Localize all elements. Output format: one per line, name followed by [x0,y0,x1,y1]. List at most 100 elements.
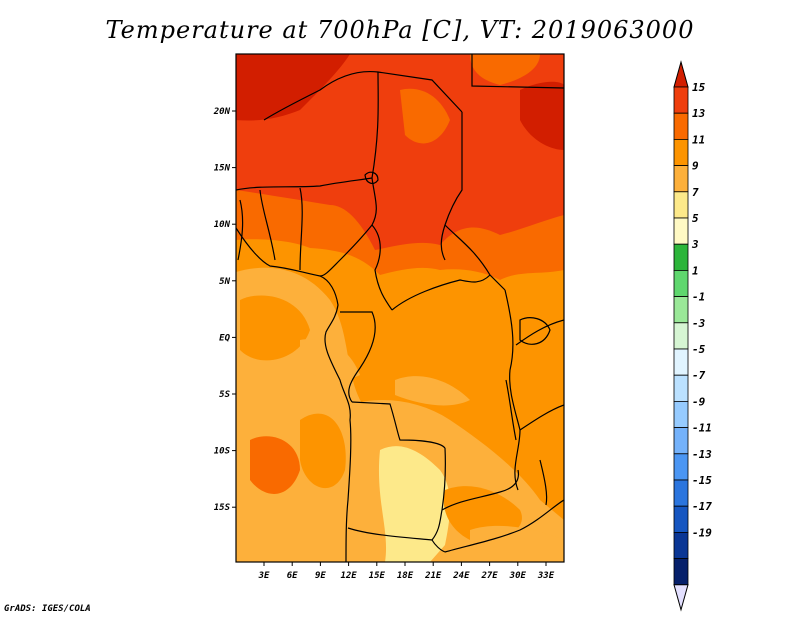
border-small-west-2 [299,187,303,271]
border-car-drc [391,274,491,311]
colorbar-box [673,479,689,507]
colorbar-label: 3 [691,238,699,251]
lake-victoria [519,317,551,345]
lon-label-33E: 33E [537,571,555,581]
colorbar-box [673,400,689,428]
colorbar-label: 5 [692,212,699,225]
colorbar-label: 13 [692,107,706,120]
temperature-field [236,54,564,562]
lat-label-EQ: EQ [219,333,230,343]
border-small-west-3 [237,199,244,261]
colorbar-box [673,296,689,324]
field-band-11-13-ocean-patch [250,436,300,494]
colorbar-label: -9 [692,395,706,408]
colorbar-label: -13 [692,448,712,461]
border-tanzania [519,404,564,431]
lon-label-6E: 6E [287,571,298,581]
colorbar-label: 1 [692,264,699,277]
longitude-axis: 3E 6E 9E 12E 15E 18E 21E 24E 27E 30E 33E [258,562,555,581]
colorbar-top-arrow [673,60,689,88]
border-sahara-west [263,70,463,121]
lon-label-24E: 24E [452,571,470,581]
border-angola-south [347,527,446,553]
border-east-africa [515,319,564,346]
lon-label-21E: 21E [424,571,442,581]
colorbar-box [673,269,689,297]
lat-label-20N: 20N [213,107,231,117]
latitude-axis: 20N 15N 10N 5N EQ 5S 10S 15S [213,107,236,513]
colorbar-box [673,505,689,533]
field-band-5-7-south [378,446,450,562]
lake-malawi [539,459,548,506]
colorbar-box [673,86,689,114]
colorbar-box [673,217,689,245]
border-sudan-south [444,224,506,291]
lat-label-5S: 5S [219,390,230,400]
lon-label-9E: 9E [315,571,326,581]
border-zambia [441,469,520,511]
field-band-9-11-ocean-lower [300,413,346,489]
lon-label-15E: 15E [369,571,386,581]
political-boundaries [236,54,564,562]
colorbar-bottom-arrow [673,584,689,612]
colorbar-label: -1 [692,291,705,304]
colorbar-box [673,427,689,455]
field-band-7-9-central [395,376,470,406]
colorbar-box [673,558,689,586]
lon-label-18E: 18E [397,571,414,581]
field-band-13-15-north [236,54,564,250]
border-niger-nigeria [236,177,373,191]
lat-label-10N: 10N [214,220,231,230]
colorbar-label: -17 [692,500,712,513]
border-drc-angola [351,401,446,449]
lon-label-3E: 3E [258,571,270,581]
border-cameroon-car [371,224,393,311]
lon-label-30E: 30E [509,571,527,581]
colorbar-box [673,348,689,376]
lake-chad [364,171,379,185]
colorbar-box [673,374,689,402]
colorbar-label: -7 [692,369,706,382]
coastline-west [236,227,352,562]
border-chad-sudan [440,112,463,261]
lat-label-15N: 15N [214,164,231,174]
colorbar-label: 15 [692,81,706,94]
border-north-east [471,54,564,89]
lon-label-12E: 12E [340,571,357,581]
colorbar-label: 9 [692,160,699,173]
map-frame [235,53,565,563]
colorbar-box [673,322,689,350]
field-band-9-11-ocean-patch [240,295,310,361]
colorbar-label: -15 [692,474,712,487]
border-drc-east [504,289,521,491]
field-band-15-plus-northeast [520,81,564,150]
field-band-15-plus-north [236,54,350,121]
colorbar-label: -19 [692,526,712,539]
lat-label-15S: 15S [214,503,231,513]
colorbar-label: -11 [692,422,712,435]
colorbar-box [673,532,689,560]
colorbar-box [673,243,689,271]
colorbar-label: 11 [692,133,705,146]
colorbar-label: -3 [692,317,706,330]
colorbar: 15 13 11 9 7 5 3 1 -1 -3 -5 -7 -9 -11 -13 -15 -17 -19 [673,60,712,612]
border-congo [340,311,376,403]
field-band-11-13-northeast-patch [470,54,540,85]
colorbar-box [673,453,689,481]
lake-tanganyika [505,379,517,441]
border-zambia-south [444,499,564,553]
field-band-7-9-southeast-lower [470,525,564,562]
lon-label-27E: 27E [480,571,498,581]
field-band-11-13-north-central [400,88,450,144]
border-nigeria-cameroon [319,177,377,277]
border-small-west [259,189,276,261]
colorbar-label: 7 [692,186,699,199]
grads-credit: GrADS: IGES/COLA [4,604,91,614]
colorbar-box [673,138,689,166]
colorbar-label: -5 [692,343,706,356]
lat-label-10S: 10S [214,447,231,457]
map-title: Temperature at 700hPa [C], VT: 201906300… [105,16,695,44]
lat-label-5N: 5N [219,277,230,287]
colorbar-box [673,165,689,193]
